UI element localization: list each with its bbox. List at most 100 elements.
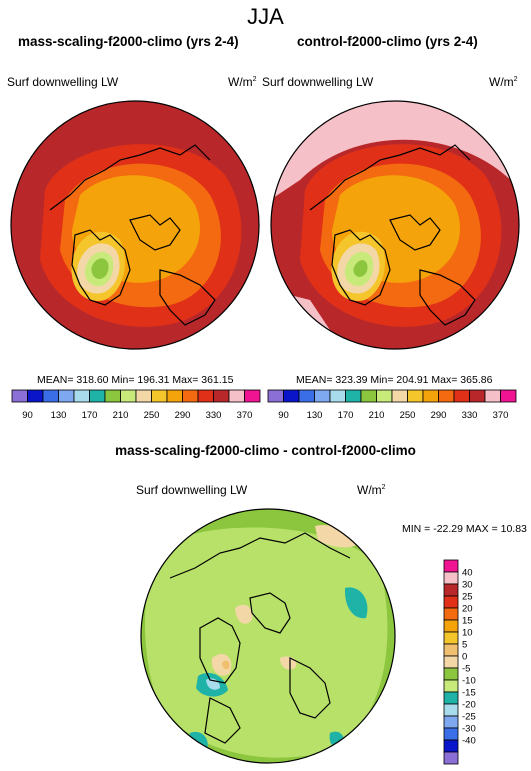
colorbar-swatch xyxy=(422,389,439,403)
field-band-f3d7a6 xyxy=(235,604,253,624)
diff-minmax: MIN = -22.29 MAX = 10.83 xyxy=(402,523,527,535)
colorbar-swatch xyxy=(443,559,459,573)
colorbar-tick-label: 370 xyxy=(237,410,253,421)
colorbar-tick-label: -30 xyxy=(462,724,476,735)
colorbar-swatch xyxy=(58,389,75,403)
colorbar-swatch xyxy=(104,389,121,403)
colorbar-tick-label: 30 xyxy=(462,580,473,591)
colorbar-swatch xyxy=(443,595,459,609)
colorbar-swatch xyxy=(11,389,28,403)
left-units-label: W/m2 xyxy=(228,75,257,89)
field-band-8cc63e xyxy=(91,258,109,279)
diff-variable-label: Surf downwelling LW xyxy=(136,483,248,497)
left-colorbar: 90 130 170 210 250 290 330 370 xyxy=(11,389,261,421)
colorbar-swatch xyxy=(391,389,408,403)
colorbar-swatch xyxy=(443,655,459,669)
field-band-f3d7a6 xyxy=(211,653,232,676)
colorbar-tick-label: -10 xyxy=(462,676,476,687)
field-band-f6c0c8 xyxy=(271,101,519,200)
colorbar-swatch xyxy=(443,679,459,693)
colorbar-tick-label: 290 xyxy=(175,410,191,421)
field-band-8cc63e xyxy=(353,260,368,277)
colorbar-swatch xyxy=(443,727,459,741)
colorbar-swatch xyxy=(443,571,459,585)
colorbar-tick-label: -25 xyxy=(462,712,476,723)
colorbar-swatch xyxy=(443,631,459,645)
colorbar-swatch xyxy=(376,389,393,403)
colorbar-swatch xyxy=(443,751,459,765)
colorbar-swatch xyxy=(345,389,362,403)
coastline xyxy=(49,144,216,326)
colorbar-tick-label: 15 xyxy=(462,616,473,627)
colorbar-tick-label: 290 xyxy=(431,410,447,421)
colorbar-tick-label: -40 xyxy=(462,736,476,747)
colorbar-swatch xyxy=(500,389,517,403)
colorbar-tick-label: 170 xyxy=(82,410,98,421)
colorbar-tick-label: 90 xyxy=(278,410,289,421)
colorbar-swatch xyxy=(329,389,346,403)
right-polar-map xyxy=(270,100,520,350)
left-panel-title: mass-scaling-f2000-climo (yrs 2-4) xyxy=(18,34,239,49)
colorbar-swatch xyxy=(443,691,459,705)
colorbar-tick-label: 25 xyxy=(462,592,473,603)
right-units-label: W/m2 xyxy=(489,75,518,89)
colorbar-swatch xyxy=(443,667,459,681)
colorbar-tick-label: -20 xyxy=(462,700,476,711)
colorbar-swatch xyxy=(267,389,284,403)
coastline xyxy=(309,144,476,326)
right-colorbar: 90 130 170 210 250 290 330 370 xyxy=(267,389,517,421)
colorbar-swatch xyxy=(443,703,459,717)
colorbar-swatch xyxy=(443,619,459,633)
colorbar-swatch xyxy=(182,389,199,403)
colorbar-tick-label: 130 xyxy=(51,410,67,421)
field-band-f3d7a6 xyxy=(315,524,360,548)
colorbar-tick-label: 130 xyxy=(307,410,323,421)
colorbar-swatch xyxy=(166,389,183,403)
field-band-c7ea7a xyxy=(145,527,388,758)
colorbar-swatch xyxy=(360,389,377,403)
left-variable-label: Surf downwelling LW xyxy=(7,75,119,89)
colorbar-swatch xyxy=(443,715,459,729)
colorbar-swatch xyxy=(438,389,455,403)
colorbar-tick-label: 170 xyxy=(338,410,354,421)
colorbar-tick-label: 250 xyxy=(144,410,160,421)
colorbar-swatch xyxy=(197,389,214,403)
colorbar-swatch xyxy=(73,389,90,403)
colorbar-swatch xyxy=(213,389,230,403)
colorbar-tick-label: 210 xyxy=(113,410,129,421)
colorbar-tick-label: -5 xyxy=(462,664,470,675)
colorbar-swatch xyxy=(120,389,137,403)
colorbar-tick-label: 20 xyxy=(462,604,473,615)
colorbar-swatch xyxy=(228,389,245,403)
colorbar-swatch xyxy=(443,583,459,597)
colorbar-swatch xyxy=(244,389,261,403)
colorbar-swatch xyxy=(453,389,470,403)
diff-panel-title: mass-scaling-f2000-climo - control-f2000… xyxy=(115,443,416,458)
colorbar-swatch xyxy=(443,643,459,657)
colorbar-tick-label: 330 xyxy=(462,410,478,421)
coastline xyxy=(169,532,351,744)
right-variable-label: Surf downwelling LW xyxy=(262,75,374,89)
colorbar-swatch xyxy=(407,389,424,403)
colorbar-swatch xyxy=(469,389,486,403)
field-band-1fb3a8 xyxy=(344,587,368,619)
colorbar-swatch xyxy=(135,389,152,403)
colorbar-tick-label: 90 xyxy=(22,410,33,421)
colorbar-tick-label: 10 xyxy=(462,628,473,639)
colorbar-swatch xyxy=(484,389,501,403)
right-panel-title: control-f2000-climo (yrs 2-4) xyxy=(297,34,478,49)
colorbar-swatch xyxy=(89,389,106,403)
diff-units-label: W/m2 xyxy=(357,483,386,497)
colorbar-swatch xyxy=(443,739,459,753)
colorbar-swatch xyxy=(151,389,168,403)
colorbar-swatch xyxy=(42,389,59,403)
diff-polar-map xyxy=(140,508,396,764)
colorbar-tick-label: 250 xyxy=(400,410,416,421)
right-stats: MEAN= 323.39 Min= 204.91 Max= 365.86 xyxy=(296,374,493,386)
colorbar-tick-label: 40 xyxy=(462,568,473,579)
colorbar-swatch xyxy=(443,607,459,621)
colorbar-swatch xyxy=(314,389,331,403)
field-band-f0c070 xyxy=(222,660,230,670)
colorbar-swatch xyxy=(283,389,300,403)
